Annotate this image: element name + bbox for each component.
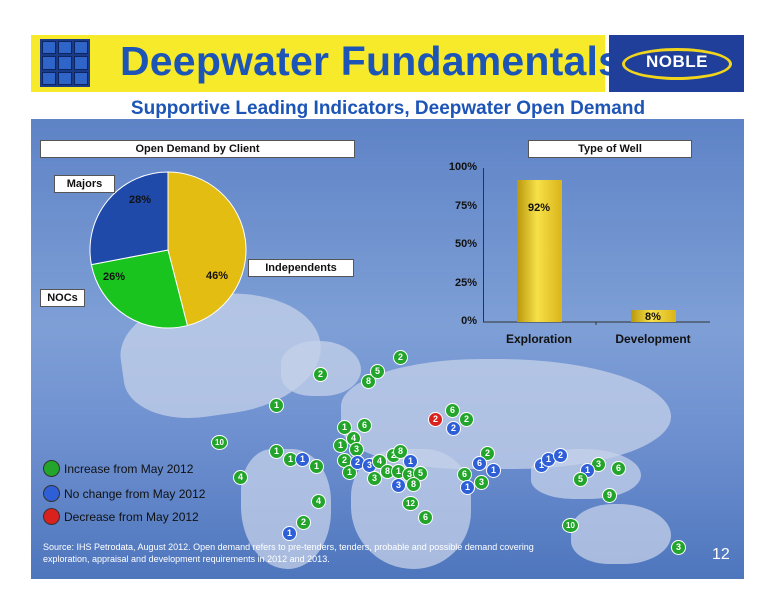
green-dot-icon (43, 460, 60, 477)
map-marker-increase: 4 (233, 470, 248, 485)
map-marker-increase: 12 (402, 496, 419, 511)
page-number: 12 (712, 546, 730, 563)
map-marker-decrease: 2 (428, 412, 443, 427)
blue-dot-icon (43, 485, 60, 502)
ytick-label: 25% (454, 276, 477, 289)
pie-value-independents: 46% (206, 270, 229, 282)
map-marker-no-change: 1 (295, 452, 310, 467)
map-marker-no-change: 6 (472, 456, 487, 471)
red-dot-icon (43, 508, 60, 525)
page-title: Deepwater Fundamentals (120, 38, 622, 84)
map-marker-no-change: 1 (282, 526, 297, 541)
map-marker-increase: 1 (333, 438, 348, 453)
ytick-label: 50% (454, 238, 477, 250)
map-marker-no-change: 1 (460, 480, 475, 495)
map-marker-increase: 6 (357, 418, 372, 433)
map-marker-increase: 5 (573, 472, 588, 487)
legend-increase-label: Increase from May 2012 (64, 462, 194, 476)
map-marker-increase: 3 (349, 442, 364, 457)
bar-value-label: 92% (527, 202, 551, 215)
pie-label-nocs: NOCs (40, 289, 85, 307)
map-marker-increase: 9 (602, 488, 617, 503)
source-note: Source: IHS Petrodata, August 2012. Open… (43, 542, 534, 564)
map-marker-increase: 2 (393, 350, 408, 365)
map-marker-increase: 8 (406, 477, 421, 492)
map-marker-increase: 1 (269, 398, 284, 413)
bar-category-label: Exploration (505, 332, 572, 346)
ytick-label: 75% (454, 199, 477, 212)
map-marker-increase: 1 (269, 444, 284, 459)
bar-value-label: 8% (645, 310, 661, 323)
map-marker-increase: 4 (311, 494, 326, 509)
pie-label-independents: Independents (248, 259, 354, 277)
map-marker-increase: 3 (367, 471, 382, 486)
map-marker-increase: 6 (611, 461, 626, 476)
ytick-label: 0% (461, 315, 477, 327)
map-marker-no-change: 2 (446, 421, 461, 436)
bar-chart-title: Type of Well (528, 140, 692, 158)
map-marker-increase: 1 (309, 459, 324, 474)
map-marker-increase: 1 (337, 420, 352, 435)
logo-oval-icon (622, 48, 732, 80)
map-marker-no-change: 2 (553, 448, 568, 463)
header-band (31, 35, 605, 92)
bar-exploration (516, 180, 562, 322)
map-marker-increase: 5 (370, 364, 385, 379)
australia-shape (571, 504, 671, 564)
map-marker-increase: 10 (562, 518, 579, 533)
page-subtitle: Supportive Leading Indicators, Deepwater… (130, 98, 646, 119)
ytick-label: 100% (448, 161, 477, 173)
legend-no-change-label: No change from May 2012 (64, 487, 206, 501)
map-marker-increase: 8 (361, 374, 376, 389)
bar-chart (483, 165, 710, 325)
map-marker-increase: 6 (445, 403, 460, 418)
map-marker-no-change: 3 (391, 478, 406, 493)
map-marker-increase: 10 (211, 435, 228, 450)
grid-icon (40, 39, 90, 87)
bar-category-label: Development (615, 332, 691, 346)
legend-decrease-label: Decrease from May 2012 (64, 510, 199, 524)
map-marker-increase: 3 (474, 475, 489, 490)
world-map-panel (31, 119, 744, 579)
bar-development (630, 309, 676, 322)
pie-value-majors: 28% (129, 194, 152, 206)
map-marker-increase: 3 (671, 540, 686, 555)
map-marker-increase: 2 (459, 412, 474, 427)
map-marker-no-change: 1 (486, 463, 501, 478)
pie-value-nocs: 26% (103, 271, 126, 283)
pie-label-majors: Majors (54, 175, 115, 193)
pie-chart-title: Open Demand by Client (40, 140, 355, 158)
map-marker-increase: 2 (296, 515, 311, 530)
logo-text: NOBLE (646, 52, 708, 71)
map-marker-increase: 2 (313, 367, 328, 382)
map-marker-increase: 6 (418, 510, 433, 525)
